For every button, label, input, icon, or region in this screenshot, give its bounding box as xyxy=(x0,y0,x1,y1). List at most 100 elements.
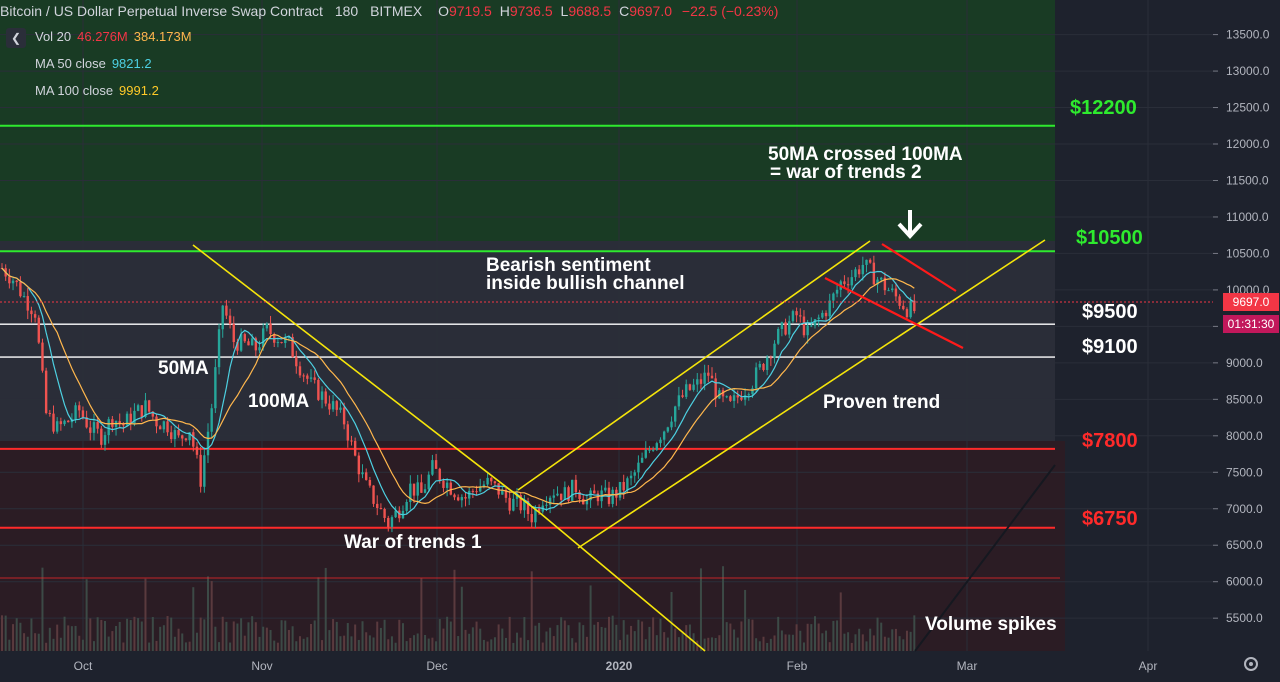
candle-body xyxy=(530,514,533,523)
settings-gear-icon[interactable] xyxy=(1244,657,1258,671)
volume-bar xyxy=(162,625,165,651)
y-tick-label: 13500.0 xyxy=(1226,28,1270,42)
candle-body xyxy=(331,401,335,410)
vol-value-1: 46.276M xyxy=(77,29,128,44)
volume-bar xyxy=(663,632,666,651)
candle-body xyxy=(644,449,647,458)
y-tick-label: 11500.0 xyxy=(1226,173,1269,187)
candle-body xyxy=(188,432,191,441)
volume-bar xyxy=(74,625,77,651)
volume-bar xyxy=(416,633,419,651)
volume-bar xyxy=(269,629,272,651)
candle-body xyxy=(777,329,780,344)
candle-body xyxy=(258,347,261,351)
candle-body xyxy=(383,509,386,518)
close-value: 9697.0 xyxy=(629,3,673,19)
down-arrow-icon xyxy=(897,210,923,239)
volume-bar xyxy=(457,636,460,651)
symbol-header: Bitcoin / US Dollar Perpetual Inverse Sw… xyxy=(0,0,778,24)
volume-bar xyxy=(913,615,916,651)
candle-body xyxy=(225,305,228,316)
candle-body xyxy=(320,391,324,400)
candle-body xyxy=(442,480,445,488)
candle-body xyxy=(788,321,791,335)
candle-body xyxy=(309,377,313,379)
volume-bar xyxy=(883,636,886,651)
y-tick-label: 6500.0 xyxy=(1226,538,1263,552)
candle-body xyxy=(589,490,592,501)
interval[interactable]: 180 xyxy=(334,3,359,19)
countdown-tag: 01:31:30 xyxy=(1223,315,1279,333)
candle-body xyxy=(96,422,99,429)
candle-body xyxy=(545,504,548,506)
price-levels xyxy=(0,124,1060,579)
volume-bar xyxy=(574,642,577,651)
candle-body xyxy=(103,435,107,445)
volume-bar xyxy=(306,637,309,651)
volume-bar xyxy=(832,620,835,651)
annotation-bearish: Bearish sentiment xyxy=(486,255,651,276)
volume-bar xyxy=(195,632,198,651)
volume-bar xyxy=(324,567,327,651)
volume-bar xyxy=(295,641,298,651)
symbol-title[interactable]: Bitcoin / US Dollar Perpetual Inverse Sw… xyxy=(0,3,323,19)
time-axis-ticks: Oct Nov Dec 2020 Feb Mar Apr xyxy=(74,659,1158,673)
legend-ma50[interactable]: MA 50 close 9821.2 xyxy=(35,56,152,71)
vol-label: Vol 20 xyxy=(35,29,72,44)
volume-bar xyxy=(869,628,872,651)
volume-bar xyxy=(508,616,511,651)
volume-bar xyxy=(604,627,607,651)
volume-bar xyxy=(387,639,390,651)
legend-ma100[interactable]: MA 100 close 9991.2 xyxy=(35,83,159,98)
volume-bar xyxy=(372,637,375,651)
candle-body xyxy=(913,300,916,312)
volume-bar xyxy=(538,622,541,651)
volume-bar xyxy=(710,637,713,651)
low-key: L xyxy=(560,3,569,19)
volume-bar xyxy=(188,641,191,651)
volume-bar xyxy=(836,620,839,651)
exchange: BITMEX xyxy=(370,3,423,19)
volume-bar xyxy=(622,620,625,651)
volume-bar xyxy=(736,637,739,651)
low-value: 9688.5 xyxy=(568,3,612,19)
volume-bar xyxy=(534,625,537,651)
volume-bar xyxy=(722,566,725,651)
volume-bar xyxy=(317,577,320,651)
volume-bar xyxy=(482,639,485,651)
volume-bar xyxy=(184,642,187,651)
volume-bar xyxy=(52,638,55,651)
legend-volume[interactable]: Vol 20 46.276M 384.173M xyxy=(35,29,192,44)
volume-bar xyxy=(126,618,129,651)
volume-bar xyxy=(891,629,894,651)
candle-body xyxy=(63,420,66,425)
candle-body xyxy=(504,489,508,498)
volume-bar xyxy=(615,624,618,651)
volume-bar xyxy=(512,642,515,651)
volume-bar xyxy=(427,638,430,651)
volume-bar xyxy=(791,634,794,651)
candle-body xyxy=(640,457,644,463)
ma100-line xyxy=(1,267,915,505)
bullish-zone xyxy=(0,0,1055,241)
candle-body xyxy=(236,342,239,351)
volume-bar xyxy=(729,623,732,651)
volume-bar xyxy=(276,642,279,651)
volume-bar xyxy=(207,576,210,651)
collapse-legend-icon[interactable]: ❮ xyxy=(6,28,26,48)
candle-body xyxy=(423,489,427,493)
candle-body xyxy=(280,342,283,344)
volume-bar xyxy=(310,623,313,651)
volume-bar xyxy=(699,568,702,651)
x-tick-label: Nov xyxy=(251,659,272,673)
candle-body xyxy=(611,489,614,504)
candle-body xyxy=(537,508,541,512)
volume-bar xyxy=(788,634,791,651)
candle-body xyxy=(832,293,835,301)
candle-body xyxy=(754,367,758,389)
channel-lower xyxy=(577,239,1046,549)
candle-body xyxy=(37,317,40,343)
candle-body xyxy=(405,501,408,511)
